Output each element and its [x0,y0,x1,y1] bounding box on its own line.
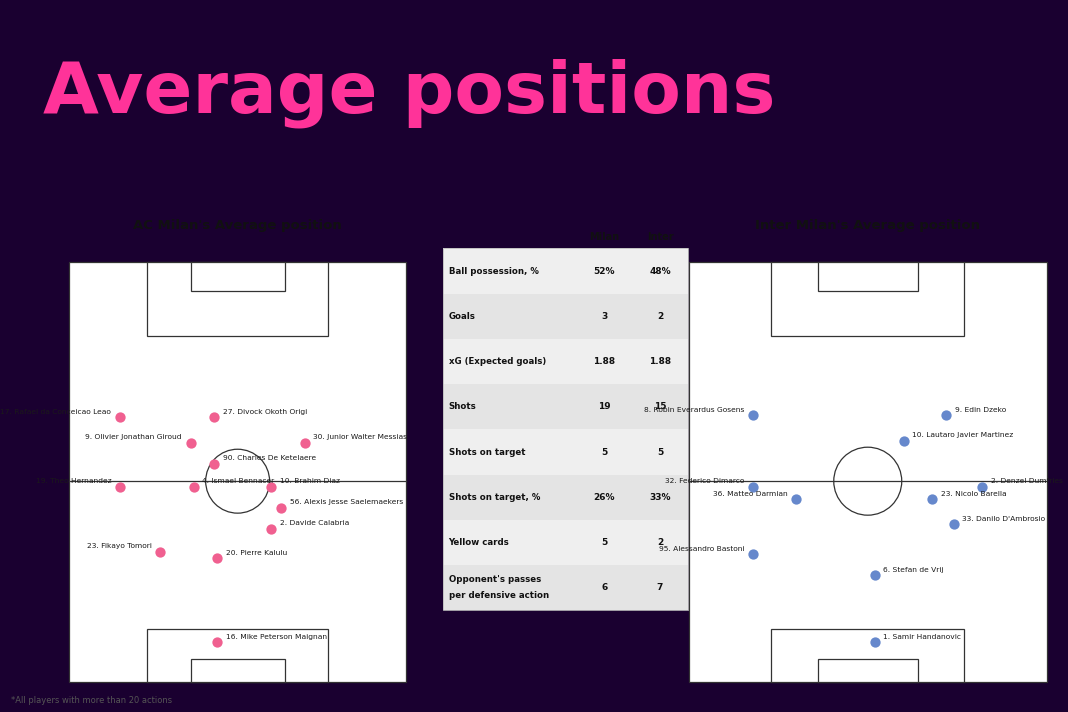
Text: Inter: Inter [647,232,673,242]
Bar [443,429,688,475]
Text: 5: 5 [601,448,608,456]
Text: 9. Olivier Jonathan Giroud: 9. Olivier Jonathan Giroud [85,434,182,441]
Text: 23. Nicolo Barella: 23. Nicolo Barella [941,491,1006,497]
Bar [443,475,688,520]
Point [974,481,991,492]
Point [938,409,955,421]
Bar [146,262,329,335]
Bar [190,262,285,290]
Text: Average positions: Average positions [43,58,775,127]
Text: 10. Brahim Diaz: 10. Brahim Diaz [280,478,340,484]
Text: 5: 5 [657,448,663,456]
Text: 90. Charles De Ketelaere: 90. Charles De Ketelaere [222,456,316,461]
Point [111,412,128,423]
Text: 36. Matteo Darmian: 36. Matteo Darmian [713,491,788,497]
Text: 33. Danilo D'Ambrosio: 33. Danilo D'Ambrosio [962,516,1046,522]
Text: Shots: Shots [449,402,476,412]
Text: 56. Alexis Jesse Saelemaekers: 56. Alexis Jesse Saelemaekers [289,499,403,506]
Bar [443,248,688,610]
Point [866,636,883,647]
Text: 8. Robin Everardus Gosens: 8. Robin Everardus Gosens [644,407,744,413]
Point [263,523,280,534]
Text: 1.88: 1.88 [594,357,615,366]
Text: Inter Milan's Average position: Inter Milan's Average position [755,219,980,232]
Point [895,435,912,446]
Point [111,481,128,492]
Bar [443,520,688,565]
Text: Shots on target, %: Shots on target, % [449,493,540,502]
Text: 26%: 26% [594,493,615,502]
Bar [443,294,688,339]
Point [272,502,289,513]
Text: xG (Expected goals): xG (Expected goals) [449,357,546,366]
Point [209,636,226,647]
Text: 4. Ismael Bennacer: 4. Ismael Bennacer [203,478,274,484]
Text: Ball possession, %: Ball possession, % [449,266,538,276]
Text: Goals: Goals [449,312,475,321]
Text: *All players with more than 20 actions: *All players with more than 20 actions [11,696,172,706]
Text: 15: 15 [654,402,666,412]
Text: 9. Edin Dzeko: 9. Edin Dzeko [955,407,1006,413]
Bar [689,262,1047,681]
Bar [146,629,329,681]
Bar [443,565,688,610]
Bar [771,262,964,335]
Text: AC Milan's Average position: AC Milan's Average position [134,219,342,232]
Text: Shots on target: Shots on target [449,448,525,456]
Text: Milan: Milan [590,232,619,242]
Text: Yellow cards: Yellow cards [449,538,509,547]
Text: 23. Fikayo Tomori: 23. Fikayo Tomori [87,543,152,550]
Point [186,481,203,492]
Point [744,481,761,492]
Text: 17. Rafael da Conceicao Leao: 17. Rafael da Conceicao Leao [0,409,111,415]
Text: 1. Samir Handanovic: 1. Samir Handanovic [883,634,961,639]
Text: 7: 7 [657,583,663,592]
Bar [818,659,917,681]
Text: 3: 3 [601,312,608,321]
Text: 6. Stefan de Vrij: 6. Stefan de Vrij [883,567,944,572]
Bar [443,384,688,429]
Text: 95. Alessandro Bastoni: 95. Alessandro Bastoni [659,545,744,552]
Point [788,493,805,505]
Text: 2: 2 [657,312,663,321]
Text: 2: 2 [657,538,663,547]
Point [866,569,883,580]
Point [182,437,199,449]
Text: 27. Divock Okoth Origi: 27. Divock Okoth Origi [222,409,307,415]
Text: 19: 19 [598,402,611,412]
Bar [69,262,406,681]
Bar [190,659,285,681]
Text: 48%: 48% [649,266,671,276]
Bar [818,262,917,290]
Point [209,553,226,564]
Point [945,518,962,530]
Point [263,481,280,492]
Text: 32. Federico Dimarco: 32. Federico Dimarco [665,478,744,484]
Text: 2. Davide Calabria: 2. Davide Calabria [280,520,349,526]
Text: 2. Denzel Dumfries: 2. Denzel Dumfries [991,478,1063,484]
Text: Opponent's passes: Opponent's passes [449,575,540,585]
Point [205,412,222,423]
Point [296,437,314,449]
Text: 1.88: 1.88 [649,357,671,366]
Bar [443,339,688,384]
Text: 20. Pierre Kalulu: 20. Pierre Kalulu [226,550,287,556]
Point [924,493,941,505]
Text: 30. Junior Walter Messias: 30. Junior Walter Messias [314,434,408,441]
Point [205,458,222,469]
Text: 5: 5 [601,538,608,547]
Point [152,546,169,557]
Bar [771,629,964,681]
Point [744,409,761,421]
Text: 52%: 52% [594,266,615,276]
Text: 6: 6 [601,583,608,592]
Text: 19. Theo Hernandez: 19. Theo Hernandez [35,478,111,484]
Point [744,548,761,560]
Bar [443,248,688,294]
Text: 10. Lautaro Javier Martinez: 10. Lautaro Javier Martinez [912,432,1014,439]
Text: 16. Mike Peterson Maignan: 16. Mike Peterson Maignan [226,634,327,639]
Text: per defensive action: per defensive action [449,592,549,600]
Text: 33%: 33% [649,493,671,502]
